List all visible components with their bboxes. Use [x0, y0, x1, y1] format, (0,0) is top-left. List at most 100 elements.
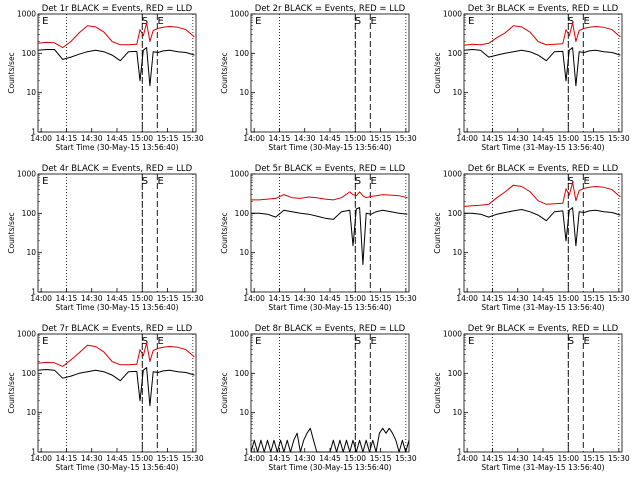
y-tick-label: 100: [235, 209, 250, 218]
x-tick-label: 14:30: [81, 134, 103, 143]
plot-frame: [463, 173, 623, 293]
x-tick-label: 14:00: [30, 134, 52, 143]
marker-letter: E: [158, 16, 164, 27]
x-tick-label: 15:15: [583, 294, 605, 303]
x-tick-label: 15:00: [344, 134, 366, 143]
marker-letter: E: [468, 16, 474, 27]
x-tick-label: 14:45: [319, 294, 341, 303]
x-tick-label: 14:45: [106, 454, 128, 463]
y-tick-label: 100: [448, 369, 463, 378]
x-tick-label: 14:15: [56, 134, 78, 143]
y-tick-label: 1: [244, 128, 249, 137]
detector-panel-3: Det 3r BLACK = Events, RED = LLD 1 10 100 10…: [433, 4, 630, 152]
x-tick-label: 15:00: [131, 294, 153, 303]
y-tick-label: 1000: [443, 330, 462, 339]
panel-title: Det 3r BLACK = Events, RED = LLD: [468, 4, 619, 14]
marker-letter: E: [255, 336, 261, 347]
y-tick-label: 100: [22, 49, 37, 58]
x-tick-label: 15:15: [157, 134, 179, 143]
x-tick-label: 14:00: [243, 454, 265, 463]
y-tick-label: 1000: [230, 10, 249, 19]
plot-frame: [37, 333, 197, 453]
x-tick-label: 14:15: [482, 454, 504, 463]
marker-letter: E: [42, 176, 48, 187]
x-axis-label: Start Time (30-May-15 13:56:40): [55, 303, 178, 312]
x-tick-label: 14:00: [243, 134, 265, 143]
x-tick-label: 15:15: [583, 454, 605, 463]
y-tick-label: 1000: [17, 330, 36, 339]
y-tick-label: 1000: [443, 170, 462, 179]
panel-title: Det 9r BLACK = Events, RED = LLD: [468, 324, 619, 334]
x-tick-label: 14:00: [30, 294, 52, 303]
marker-letter: E: [158, 336, 164, 347]
detector-panel-8: Det 8r BLACK = Events, RED = LLD 1 10 100 10…: [220, 324, 417, 472]
y-tick-label: 1: [31, 288, 36, 297]
detector-panel-2: Det 2r BLACK = Events, RED = LLD 1 10 100 10…: [220, 4, 417, 152]
x-tick-label: 15:00: [344, 454, 366, 463]
y-axis-label: Counts/sec: [433, 52, 442, 93]
x-tick-label: 14:15: [56, 294, 78, 303]
x-tick-label: 14:15: [269, 134, 291, 143]
x-tick-label: 15:15: [583, 134, 605, 143]
x-tick-label: 15:00: [131, 134, 153, 143]
y-tick-label: 1: [457, 128, 462, 137]
y-tick-label: 1000: [443, 10, 462, 19]
marker-letter: E: [468, 336, 474, 347]
x-tick-label: 14:30: [294, 134, 316, 143]
detector-panel-7: Det 7r BLACK = Events, RED = LLD 1 10 100 10…: [7, 324, 204, 472]
y-tick-label: 10: [26, 408, 36, 417]
y-tick-label: 1: [31, 128, 36, 137]
panel-title: Det 6r BLACK = Events, RED = LLD: [468, 164, 619, 174]
marker-letter: E: [584, 176, 590, 187]
x-tick-label: 15:15: [370, 294, 392, 303]
x-tick-label: 14:00: [456, 294, 478, 303]
x-tick-label: 14:00: [30, 454, 52, 463]
x-tick-label: 14:45: [106, 294, 128, 303]
marker-letter: E: [371, 336, 377, 347]
x-tick-label: 14:15: [482, 134, 504, 143]
y-tick-label: 100: [448, 49, 463, 58]
x-tick-label: 15:30: [608, 134, 630, 143]
series-line-2: [37, 22, 195, 49]
y-tick-label: 10: [452, 88, 462, 97]
y-axis-label: Counts/sec: [7, 372, 16, 413]
x-tick-label: 15:30: [395, 134, 417, 143]
x-tick-label: 15:30: [182, 454, 204, 463]
y-axis-label: Counts/sec: [220, 52, 229, 93]
series-line-1: [463, 47, 621, 87]
x-tick-label: 15:15: [157, 294, 179, 303]
marker-letter: S: [568, 16, 574, 27]
y-tick-label: 100: [235, 49, 250, 58]
plot-frame: [37, 13, 197, 133]
y-tick-label: 1: [244, 288, 249, 297]
y-tick-label: 1: [457, 448, 462, 457]
detector-panel-1: Det 1r BLACK = Events, RED = LLD 1 10 100 10…: [7, 4, 204, 152]
panel-title: Det 4r BLACK = Events, RED = LLD: [42, 164, 193, 174]
y-tick-label: 100: [448, 209, 463, 218]
x-tick-label: 14:30: [81, 454, 103, 463]
y-axis-label: Counts/sec: [7, 212, 16, 253]
y-tick-label: 10: [239, 408, 249, 417]
x-tick-label: 15:15: [370, 134, 392, 143]
x-axis-label: Start Time (30-May-15 13:56:40): [268, 303, 391, 312]
marker-letter: E: [42, 336, 48, 347]
y-tick-label: 10: [452, 408, 462, 417]
y-axis-label: Counts/sec: [433, 372, 442, 413]
marker-letter: E: [371, 16, 377, 27]
x-axis-label: Start Time (30-May-15 13:56:40): [268, 143, 391, 152]
x-tick-label: 15:30: [182, 294, 204, 303]
x-tick-label: 14:00: [243, 294, 265, 303]
x-tick-label: 15:30: [395, 294, 417, 303]
y-tick-label: 10: [26, 88, 36, 97]
x-tick-label: 15:00: [131, 454, 153, 463]
marker-letter: E: [584, 336, 590, 347]
y-tick-label: 1: [457, 288, 462, 297]
series-line-2: [463, 181, 621, 207]
x-tick-label: 15:00: [557, 134, 579, 143]
detector-panel-4: Det 4r BLACK = Events, RED = LLD 1 10 100 10…: [7, 164, 204, 312]
x-tick-label: 14:45: [319, 454, 341, 463]
y-tick-label: 1: [244, 448, 249, 457]
x-tick-label: 14:00: [456, 454, 478, 463]
marker-letter: E: [371, 176, 377, 187]
